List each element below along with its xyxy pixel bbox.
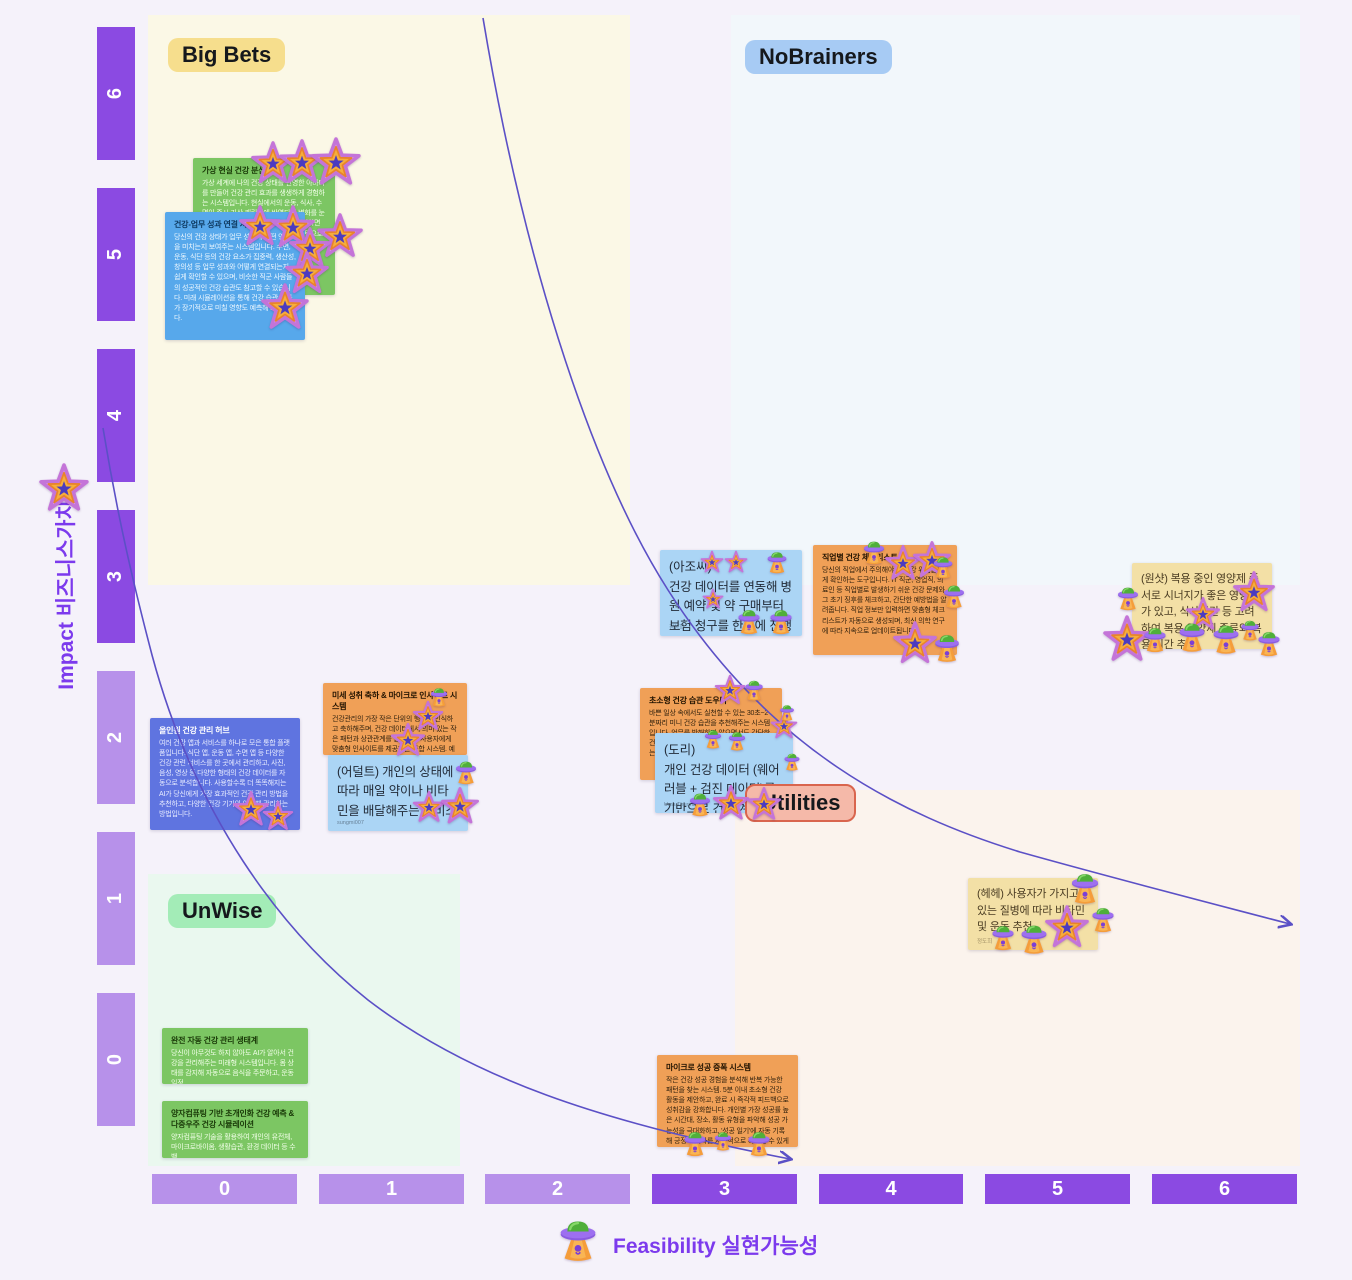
note-title: 양자컴퓨팅 기반 초개인화 건강 예측 & 다중우주 건강 시뮬레이션 [171, 1109, 295, 1129]
quadrant-label-nobrainers[interactable]: NoBrainers [745, 40, 892, 74]
x-tick-label: 2 [551, 1177, 564, 1200]
note-body: 건강 데이터를 연동해 병원 예약 및 약 구매부터 보험 청구를 한번에 진행 [669, 579, 792, 633]
note-oneshot-supplements[interactable]: (원샷) 복용 중인 영양제 중 서로 시너지가 좋은 영양제가 있고, 식사시… [1132, 563, 1272, 649]
note-title: 올인원 건강 관리 허브 [159, 726, 230, 735]
note-handle: (도리) [664, 743, 696, 757]
note-title: 건강-업무 성과 연결 시스템 [174, 220, 262, 229]
note-quantum-simulation[interactable]: 양자컴퓨팅 기반 초개인화 건강 예측 & 다중우주 건강 시뮬레이션 양자컴퓨… [162, 1101, 308, 1158]
note-micro-success-amplifier[interactable]: 마이크로 성공 증폭 시스템 작은 건강 성공 경험을 분석해 반복 가능한 패… [657, 1055, 798, 1147]
x-axis-tick-3: 3 [652, 1174, 797, 1204]
note-body: 작은 건강 성공 경험을 분석해 반복 가능한 패턴을 찾는 시스템. 5분 이… [666, 1076, 789, 1145]
note-title: 직업별 건강 체크리스트 [822, 553, 898, 562]
x-axis-tick-6: 6 [1152, 1174, 1297, 1204]
quadrant-label-big-bets[interactable]: Big Bets [168, 38, 286, 72]
x-axis-tick-2: 2 [485, 1174, 630, 1204]
note-author: Uma Thurman [664, 802, 700, 808]
feasibility-ufo-icon[interactable] [550, 1208, 606, 1264]
note-body: (헤헤) 사용자가 가지고 있는 질병에 따라 비타민 및 운동 추천 [977, 888, 1085, 933]
note-author: 김성희 [669, 625, 685, 631]
x-axis-tick-1: 1 [319, 1174, 464, 1204]
x-tick-label: 6 [1218, 1177, 1231, 1200]
y-tick-label: 6 [104, 87, 127, 100]
y-tick-label: 5 [104, 248, 127, 261]
note-title: 완전 자동 건강 관리 생태계 [171, 1036, 258, 1045]
y-axis-tick-2: 2 [97, 671, 135, 804]
note-body: 여러 건강 앱과 서비스를 하나로 모은 통합 플랫폼입니다. 식단 앱, 운동… [159, 739, 290, 818]
note-body: 당신의 직업에서 주의해야 할 건강 위험을 쉽게 확인하는 도구입니다. IT… [822, 566, 947, 635]
note-job-health-checklist[interactable]: 직업별 건강 체크리스트 당신의 직업에서 주의해야 할 건강 위험을 쉽게 확… [813, 545, 957, 655]
y-axis-tick-3: 3 [97, 510, 135, 643]
y-tick-label: 1 [104, 892, 127, 905]
y-tick-label: 2 [104, 731, 127, 744]
x-tick-label: 4 [885, 1177, 897, 1200]
x-tick-label: 1 [385, 1177, 398, 1200]
y-tick-label: 3 [104, 570, 127, 583]
note-allinone-health-hub[interactable]: 올인원 건강 관리 허브 여러 건강 앱과 서비스를 하나로 모은 통합 플랫폼… [150, 718, 300, 830]
impact-axis-label: Impact 비즈니스가치 [55, 500, 78, 690]
note-full-auto-ecosystem[interactable]: 완전 자동 건강 관리 생태계 당신이 아무것도 하지 않아도 AI가 알아서 … [162, 1028, 308, 1084]
note-title: 미세 성취 축하 & 마이크로 인사이트 시스템 [332, 691, 458, 711]
quadrant-label-unwise[interactable]: UnWise [168, 894, 277, 928]
note-title: 초소형 건강 습관 도우미 [649, 696, 727, 705]
y-axis-tick-4: 4 [97, 349, 135, 482]
y-tick-label: 0 [104, 1053, 127, 1066]
note-body: (어덜트) 개인의 상태에 따라 매일 약이나 비타민을 배달해주는 서비스 [337, 765, 457, 818]
note-author: 정도희 [977, 939, 993, 945]
note-hehe-disease-recommend[interactable]: (헤헤) 사용자가 가지고 있는 질병에 따라 비타민 및 운동 추천 정도희 [968, 878, 1098, 950]
note-title: 가상 현실 건강 분신 [202, 166, 266, 175]
x-tick-label: 0 [218, 1177, 231, 1200]
x-axis-tick-5: 5 [985, 1174, 1130, 1204]
x-axis-tick-4: 4 [819, 1174, 963, 1204]
quadrant-bg-nobrainers [731, 15, 1300, 585]
y-axis-tick-5: 5 [97, 188, 135, 321]
note-body: (원샷) 복용 중인 영양제 중 서로 시너지가 좋은 영양제가 있고, 식사시… [1141, 573, 1262, 649]
note-handle: (아조씨) [669, 560, 712, 574]
note-ajossi-insurance[interactable]: (아조씨) 건강 데이터를 연동해 병원 예약 및 약 구매부터 보험 청구를 … [660, 550, 802, 636]
x-tick-label: 3 [718, 1177, 731, 1200]
y-axis-tick-1: 1 [97, 832, 135, 965]
note-micro-achievement-insight[interactable]: 미세 성취 축하 & 마이크로 인사이트 시스템 건강관리의 가장 작은 단위의… [323, 683, 467, 755]
note-body: 당신이 아무것도 하지 않아도 AI가 알아서 건강을 관리해주는 미래형 시스… [171, 1049, 294, 1084]
x-axis-tick-0: 0 [152, 1174, 297, 1204]
y-axis-tick-6: 6 [97, 27, 135, 160]
x-tick-label: 5 [1051, 1177, 1064, 1200]
quadrant-bg-utilities [735, 790, 1300, 1166]
note-adult-vitamin-delivery[interactable]: (어덜트) 개인의 상태에 따라 매일 약이나 비타민을 배달해주는 서비스 s… [328, 755, 468, 831]
note-body: 양자컴퓨팅 기술을 활용하여 개인의 유전체, 마이크로바이옴, 생활습관, 환… [171, 1133, 296, 1158]
feasibility-axis-label: Feasibility 실현가능성 [613, 1235, 819, 1258]
note-title: 마이크로 성공 증폭 시스템 [666, 1063, 751, 1072]
quadrant-label-utilities[interactable]: Utilities [745, 784, 857, 822]
y-tick-label: 4 [104, 409, 127, 422]
note-health-work-link[interactable]: 건강-업무 성과 연결 시스템 당신의 건강 상태가 업무 성과에 어떤 영향을… [165, 212, 305, 340]
note-author: sungmi007 [337, 820, 364, 826]
note-body: 건강관리의 가장 작은 단위의 행동도 인식하고 축하해주며, 건강 데이터에서… [332, 715, 457, 754]
y-axis-tick-0: 0 [97, 993, 135, 1126]
note-body: 당신의 건강 상태가 업무 성과에 어떤 영향을 미치는지 보여주는 시스템입니… [174, 233, 296, 322]
